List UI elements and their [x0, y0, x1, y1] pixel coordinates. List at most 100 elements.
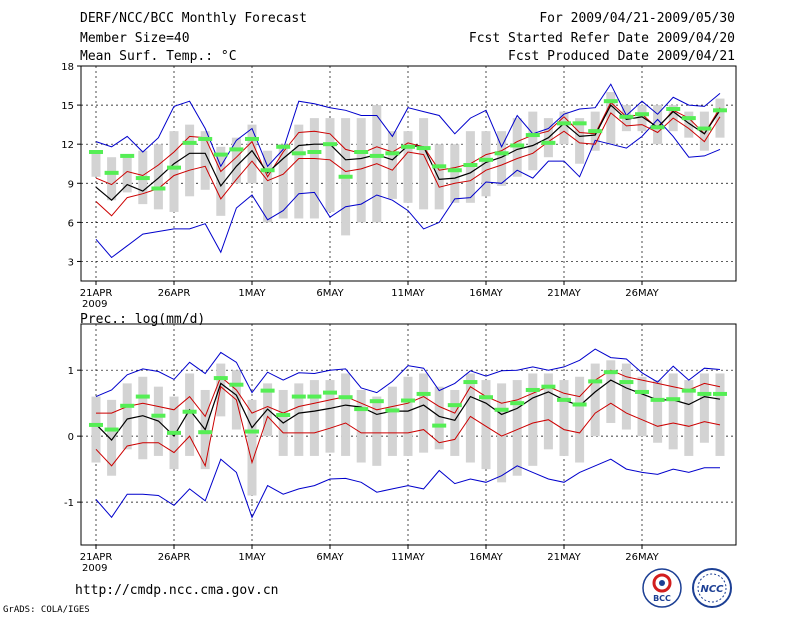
observed-marker	[89, 150, 103, 154]
spread-box	[278, 144, 288, 219]
spread-box	[247, 124, 257, 184]
observed-marker	[291, 394, 306, 399]
observed-marker	[104, 427, 119, 432]
observed-marker	[666, 397, 681, 402]
spread-box	[543, 373, 553, 450]
observed-marker	[447, 168, 462, 173]
observed-marker	[510, 401, 525, 406]
spread-box	[684, 380, 694, 456]
spread-box	[419, 373, 429, 453]
observed-marker	[104, 170, 119, 175]
observed-marker	[650, 125, 665, 130]
spread-box	[699, 373, 709, 443]
ncc-logo-inner-ring	[697, 573, 727, 603]
observed-marker	[541, 140, 556, 145]
observed-marker	[635, 112, 649, 117]
observed-marker	[697, 126, 712, 131]
max-line	[95, 348, 721, 398]
x-tick-label: 21MAY	[547, 288, 581, 299]
spread-box	[325, 118, 335, 212]
spread-box	[200, 131, 210, 190]
spread-box	[107, 157, 117, 201]
x-tick-label: 21APR	[80, 288, 113, 299]
spread-box	[122, 157, 132, 193]
spread-box	[653, 105, 663, 145]
observed-marker	[525, 387, 540, 392]
spread-box	[559, 380, 569, 456]
observed-marker	[276, 144, 291, 149]
observed-marker	[713, 108, 727, 113]
x-tick-label: 11MAY	[391, 552, 425, 563]
header-started-date: Fcst Started Refer Date 2009/04/20	[468, 31, 735, 46]
spread-box	[450, 144, 460, 203]
observed-marker	[588, 379, 603, 384]
spread-box	[606, 360, 616, 423]
observed-marker	[572, 402, 587, 407]
observed-marker	[494, 151, 509, 156]
observed-marker	[120, 403, 135, 408]
observed-marker	[369, 153, 384, 158]
x-tick-label: 11MAY	[391, 288, 425, 299]
logos: BCC NCC	[642, 568, 732, 608]
spread-box	[715, 98, 725, 138]
header-produced-date: Fcst Produced Date 2009/04/21	[508, 49, 735, 64]
observed-marker	[557, 397, 571, 402]
prec-panel-title: Prec.: log(mm/d)	[80, 312, 206, 327]
ensemble-mean-line	[95, 379, 721, 442]
grads-credit: GrADS: COLA/IGES	[3, 605, 90, 615]
observed-marker	[713, 391, 727, 396]
observed-marker	[432, 423, 447, 428]
spread-box	[387, 386, 397, 456]
observed-marker	[245, 429, 259, 434]
observed-marker	[182, 140, 197, 145]
spread-box	[387, 131, 397, 199]
spread-box	[512, 380, 522, 476]
observed-marker	[385, 151, 400, 156]
observed-marker	[650, 397, 665, 402]
observed-marker	[510, 143, 525, 148]
observed-marker	[276, 413, 291, 418]
spread-box	[559, 111, 569, 145]
spread-box	[637, 376, 647, 437]
observed-marker	[354, 407, 369, 412]
spread-box	[216, 146, 226, 216]
spread-box	[434, 386, 444, 450]
spread-box	[653, 380, 663, 443]
spread-box	[403, 131, 413, 203]
y-tick-label: 12	[61, 140, 74, 151]
x-tick-label: 16MAY	[469, 552, 503, 563]
observed-marker	[198, 136, 213, 141]
spread-box	[575, 118, 585, 164]
observed-marker	[619, 114, 634, 119]
observed-marker	[229, 147, 244, 152]
y-tick-label: 15	[61, 101, 74, 112]
spread-box	[138, 376, 148, 460]
spread-box	[169, 131, 179, 212]
y-tick-label: 9	[68, 179, 74, 190]
observed-marker	[416, 391, 431, 396]
header-variable: Mean Surf. Temp.: °C	[80, 49, 237, 64]
spread-box	[434, 144, 444, 210]
observed-marker	[416, 146, 431, 151]
spread-box	[294, 124, 304, 219]
observed-marker	[135, 394, 150, 399]
x-tick-label: 16MAY	[469, 288, 503, 299]
ncc-logo-text: NCC	[700, 584, 724, 595]
spread-box	[497, 131, 507, 186]
lower-spread-line	[95, 385, 721, 468]
observed-marker	[463, 380, 478, 385]
observed-marker	[463, 163, 478, 168]
observed-marker	[213, 152, 228, 157]
spread-box	[185, 373, 195, 456]
header-member-size: Member Size=40	[80, 31, 190, 46]
x-tick-label: 26APR	[158, 552, 191, 563]
observed-marker	[182, 409, 197, 414]
observed-marker	[401, 144, 415, 149]
y-tick-label: -1	[64, 498, 74, 509]
spread-box	[309, 380, 319, 456]
header-period: For 2009/04/21-2009/05/30	[539, 11, 735, 26]
source-url[interactable]: http://cmdp.ncc.cma.gov.cn	[75, 583, 279, 598]
x-tick-label: 1MAY	[238, 288, 266, 299]
observed-marker	[494, 407, 509, 412]
